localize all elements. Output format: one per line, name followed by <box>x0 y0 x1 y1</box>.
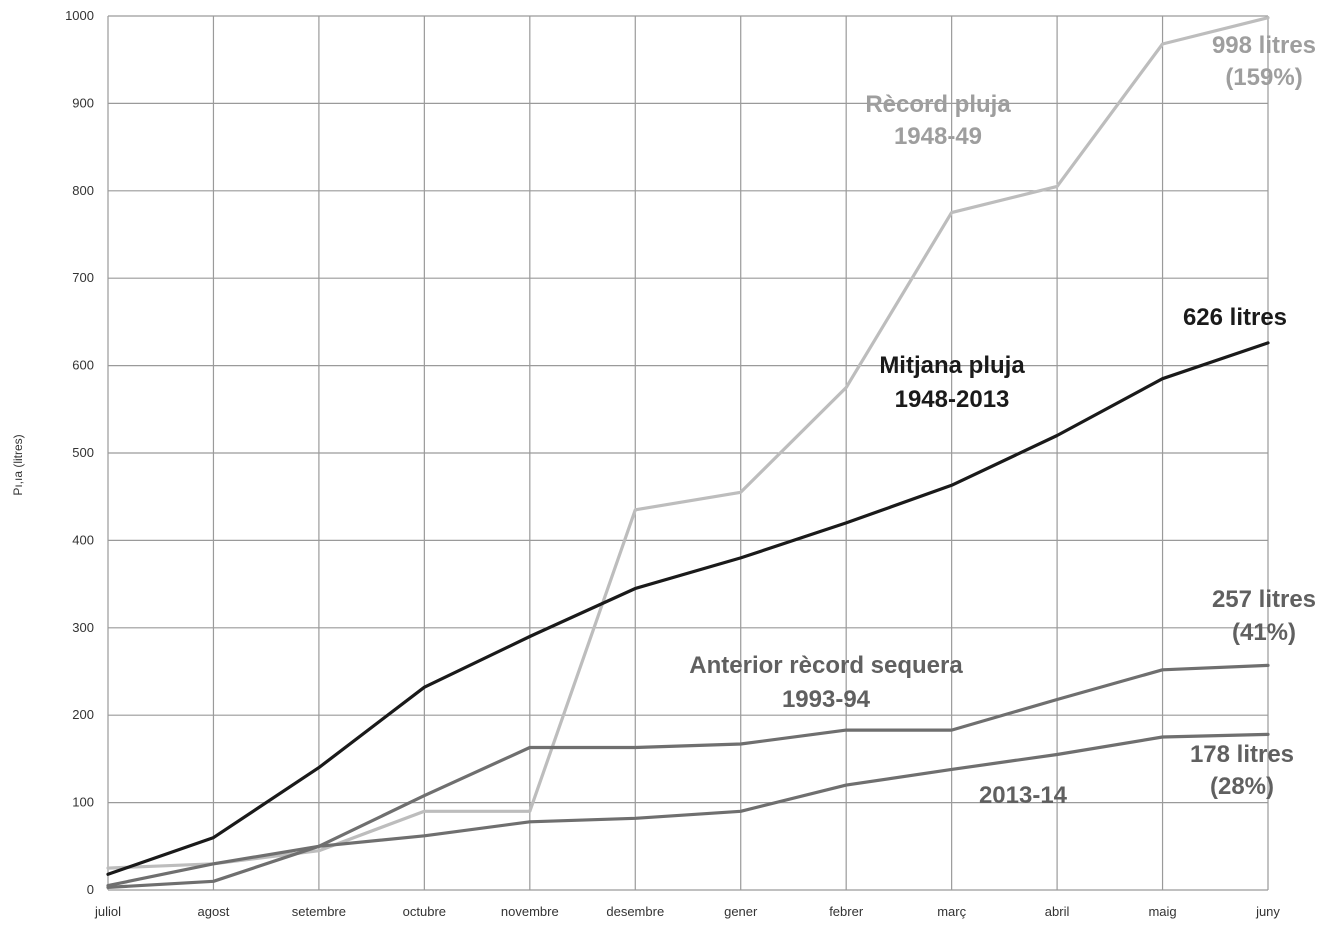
y-tick-label: 1000 <box>65 8 94 23</box>
y-tick-labels: 0 100 200 300 400 500 600 700 800 900 1000 <box>65 8 94 897</box>
x-tick-label: desembre <box>606 904 664 919</box>
series-line-mitjana <box>106 341 1270 876</box>
annotations: Rècord pluja 1948-49 998 litres (159%) Mitja… <box>689 32 1316 809</box>
annotation-sequera-name: Anterior rècord sequera 1993-94 <box>689 652 963 713</box>
x-tick-label: maig <box>1148 904 1176 919</box>
annotation-record-name: Rècord pluja 1948-49 <box>865 91 1011 150</box>
y-tick-label: 500 <box>72 445 94 460</box>
y-tick-label: 700 <box>72 270 94 285</box>
annotation-record-end: 998 litres (159%) <box>1212 32 1316 91</box>
annotation-mitjana-name: Mitjana pluja 1948-2013 <box>879 352 1025 413</box>
y-tick-label: 300 <box>72 620 94 635</box>
y-tick-label: 800 <box>72 183 94 198</box>
y-tick-label: 400 <box>72 532 94 547</box>
x-tick-label: setembre <box>292 904 346 919</box>
x-tick-label: juliol <box>94 904 121 919</box>
y-tick-label: 200 <box>72 707 94 722</box>
x-tick-label: gener <box>724 904 758 919</box>
annotation-mitjana-end: 626 litres <box>1183 304 1287 331</box>
x-tick-label: octubre <box>403 904 446 919</box>
x-tick-label: juny <box>1255 904 1280 919</box>
series-line-record <box>106 16 1270 870</box>
annotation-actual-name: 2013-14 <box>979 782 1068 809</box>
y-tick-label: 900 <box>72 95 94 110</box>
series-line-actual <box>106 732 1270 888</box>
y-axis-label: Pı,ıa (litres) <box>11 434 25 495</box>
grid <box>107 15 1269 891</box>
y-tick-label: 0 <box>87 882 94 897</box>
x-tick-label: abril <box>1045 904 1070 919</box>
series-lines <box>106 16 1270 890</box>
x-tick-label: febrer <box>829 904 864 919</box>
annotation-sequera-end: 257 litres (41%) <box>1212 586 1316 646</box>
x-tick-label: agost <box>198 904 230 919</box>
y-tick-label: 600 <box>72 358 94 373</box>
x-tick-label: novembre <box>501 904 559 919</box>
x-tick-labels: juliol agost setembre octubre novembre desemb… <box>94 904 1280 919</box>
y-tick-label: 100 <box>72 795 94 810</box>
x-tick-label: març <box>937 904 966 919</box>
annotation-actual-end: 178 litres (28%) <box>1190 741 1294 800</box>
series-line-sequera <box>106 663 1270 890</box>
